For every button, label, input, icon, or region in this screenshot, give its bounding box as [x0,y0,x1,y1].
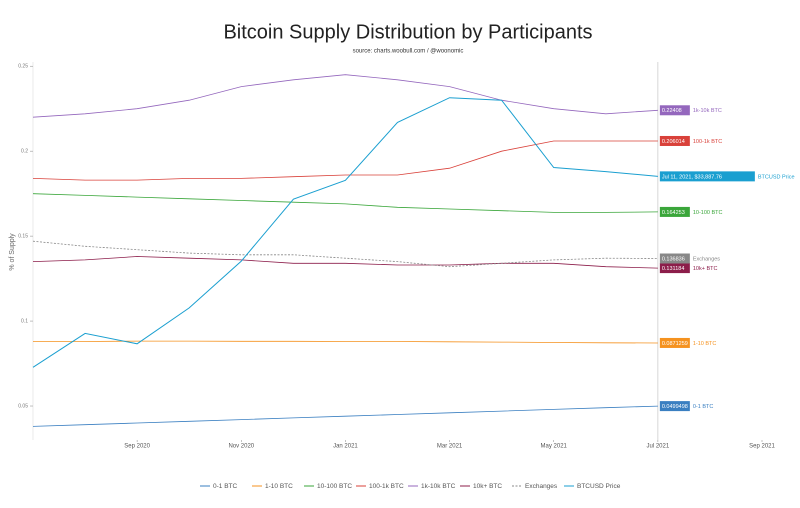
end-label: 0.164253 [662,210,685,216]
x-tick-label: Jan 2021 [333,444,358,450]
end-label-box [659,206,690,217]
end-label: 0.131184 [662,266,685,272]
series-line [32,405,658,427]
legend-label: BTCUSD Price [577,483,621,490]
series-line [32,140,658,181]
y-tick-label: 0.05 [18,403,28,409]
legend-label: 100-1k BTC [369,483,404,490]
legend-label: 1-10 BTC [265,483,293,490]
end-label-name: 1k-10k BTC [693,108,722,114]
end-label: Jul 11, 2021, $33,887.76 [662,174,722,180]
end-label-name: Exchanges [693,256,720,262]
series-line [32,74,658,118]
end-label: 0.0499498 [662,404,688,410]
series-line [32,97,658,368]
y-tick-label: 0.25 [18,64,28,70]
end-label-name: 10k+ BTC [693,266,718,272]
series-line [32,256,658,269]
end-label-name: 0-1 BTC [693,404,714,410]
end-label-name: 10-100 BTC [693,210,723,216]
y-axis-label: % of Supply [9,233,16,271]
chart-title: Bitcoin Supply Distribution by Participa… [223,21,592,43]
end-label-name: 100-1k BTC [693,139,722,145]
x-tick-label: Sep 2020 [124,444,150,450]
series-line [32,193,658,213]
series-line [32,240,658,268]
end-label: 0.206014 [662,139,685,145]
legend-label: Exchanges [525,483,558,490]
end-label: 0.22408 [662,108,682,114]
y-tick-label: 0.15 [18,233,28,239]
x-tick-label: Nov 2020 [228,444,254,450]
legend-label: 0-1 BTC [213,483,238,490]
legend-label: 10k+ BTC [473,483,502,490]
end-label-box [659,253,690,264]
end-label-name: BTCUSD Price [758,174,795,180]
end-label-name: 1-10 BTC [693,341,717,347]
x-tick-label: Jul 2021 [647,444,670,450]
y-tick-label: 0.1 [21,318,28,324]
end-label-box [659,105,690,116]
end-label: 0.136836 [662,256,685,262]
end-label-box [659,171,755,182]
end-label-box [659,337,690,348]
legend-label: 1k-10k BTC [421,483,456,490]
y-tick-label: 0.2 [21,149,28,155]
end-label-box [659,263,690,274]
x-tick-label: Mar 2021 [437,444,463,450]
x-tick-label: May 2021 [541,444,568,450]
chart-subtitle: source: charts.woobull.com / @woonomic [353,49,464,55]
series-line [33,340,658,344]
end-label: 0.0871259 [662,341,688,347]
end-label-box [659,401,690,412]
x-tick-label: Sep 2021 [749,444,775,450]
end-label-box [659,135,690,146]
legend-label: 10-100 BTC [317,483,352,490]
